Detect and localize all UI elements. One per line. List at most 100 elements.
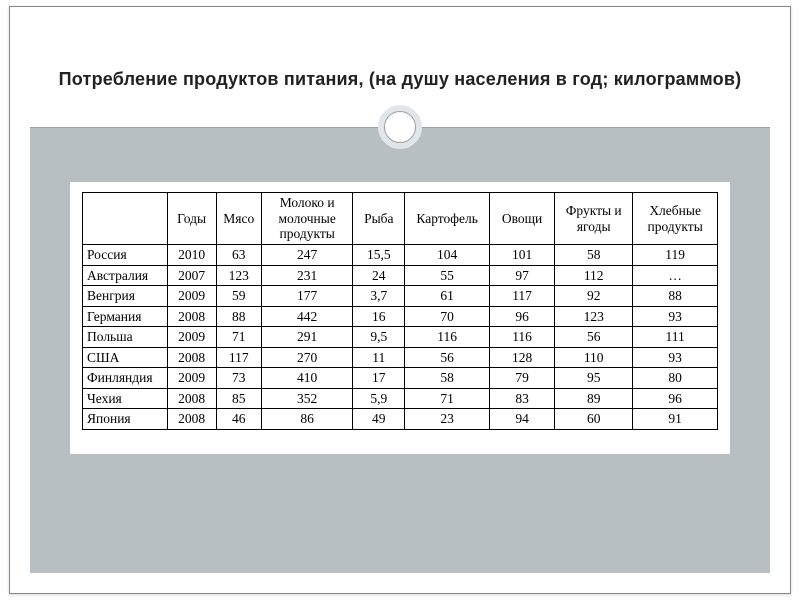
table-cell: Германия bbox=[83, 306, 168, 327]
table-cell: 123 bbox=[555, 306, 633, 327]
table-cell: 80 bbox=[633, 368, 718, 389]
table-cell: 88 bbox=[216, 306, 262, 327]
col-header bbox=[83, 193, 168, 245]
table-cell: 96 bbox=[633, 388, 718, 409]
table-row: Польша2009712919,511611656111 bbox=[83, 327, 718, 348]
table-cell: 119 bbox=[633, 245, 718, 266]
ornament-inner-ring bbox=[384, 111, 416, 143]
table-cell: Польша bbox=[83, 327, 168, 348]
table-row: Финляндия2009734101758799580 bbox=[83, 368, 718, 389]
table-cell: 2009 bbox=[167, 368, 216, 389]
col-header: Хлебные продукты bbox=[633, 193, 718, 245]
table-row: Чехия2008853525,971838996 bbox=[83, 388, 718, 409]
table-cell: 9,5 bbox=[353, 327, 405, 348]
table-cell: 46 bbox=[216, 409, 262, 430]
table-cell: 16 bbox=[353, 306, 405, 327]
table-cell: 116 bbox=[405, 327, 490, 348]
table-cell: 410 bbox=[262, 368, 353, 389]
table-cell: 70 bbox=[405, 306, 490, 327]
col-header: Овощи bbox=[490, 193, 555, 245]
col-header: Рыба bbox=[353, 193, 405, 245]
table-cell: 96 bbox=[490, 306, 555, 327]
table-cell: 61 bbox=[405, 286, 490, 307]
table-cell: 55 bbox=[405, 265, 490, 286]
ornament-icon bbox=[378, 105, 422, 149]
table-cell: 110 bbox=[555, 347, 633, 368]
table-cell: 88 bbox=[633, 286, 718, 307]
table-cell: 86 bbox=[262, 409, 353, 430]
table-cell: 177 bbox=[262, 286, 353, 307]
table-cell: 85 bbox=[216, 388, 262, 409]
table-cell: 11 bbox=[353, 347, 405, 368]
table-cell: 270 bbox=[262, 347, 353, 368]
col-header: Картофель bbox=[405, 193, 490, 245]
table-cell: 93 bbox=[633, 347, 718, 368]
table-cell: 24 bbox=[353, 265, 405, 286]
table-cell: 117 bbox=[216, 347, 262, 368]
slide-title: Потребление продуктов питания, (на душу … bbox=[10, 69, 790, 90]
table-head: Годы Мясо Молоко и молочные продукты Рыб… bbox=[83, 193, 718, 245]
table-cell: 117 bbox=[490, 286, 555, 307]
table-cell: 92 bbox=[555, 286, 633, 307]
table-cell: 112 bbox=[555, 265, 633, 286]
table-cell: Чехия bbox=[83, 388, 168, 409]
table-cell: 231 bbox=[262, 265, 353, 286]
table-row: Россия20106324715,510410158119 bbox=[83, 245, 718, 266]
table-cell: 93 bbox=[633, 306, 718, 327]
table-cell: 2008 bbox=[167, 409, 216, 430]
table-cell: 17 bbox=[353, 368, 405, 389]
content-area: Годы Мясо Молоко и молочные продукты Рыб… bbox=[30, 127, 770, 573]
table-cell: 58 bbox=[555, 245, 633, 266]
table-cell: 71 bbox=[216, 327, 262, 348]
table-cell: 89 bbox=[555, 388, 633, 409]
table-row: Австралия2007123231245597112… bbox=[83, 265, 718, 286]
table-cell: 83 bbox=[490, 388, 555, 409]
table-cell: 56 bbox=[555, 327, 633, 348]
table-cell: 104 bbox=[405, 245, 490, 266]
table-cell: 2009 bbox=[167, 327, 216, 348]
table-row: Япония200846864923946091 bbox=[83, 409, 718, 430]
table-cell: 95 bbox=[555, 368, 633, 389]
table-row: Германия20088844216709612393 bbox=[83, 306, 718, 327]
table-cell: 71 bbox=[405, 388, 490, 409]
table-cell: 116 bbox=[490, 327, 555, 348]
table-cell: 58 bbox=[405, 368, 490, 389]
table-cell: 352 bbox=[262, 388, 353, 409]
table-cell: 79 bbox=[490, 368, 555, 389]
table-cell: 56 bbox=[405, 347, 490, 368]
table-cell: 59 bbox=[216, 286, 262, 307]
table-cell: 97 bbox=[490, 265, 555, 286]
table-cell: 49 bbox=[353, 409, 405, 430]
table-cell: 2008 bbox=[167, 388, 216, 409]
table-cell: 73 bbox=[216, 368, 262, 389]
table-cell: США bbox=[83, 347, 168, 368]
table-cell: 15,5 bbox=[353, 245, 405, 266]
data-table: Годы Мясо Молоко и молочные продукты Рыб… bbox=[82, 192, 718, 430]
table-cell: Финляндия bbox=[83, 368, 168, 389]
col-header: Мясо bbox=[216, 193, 262, 245]
col-header: Молоко и молочные продукты bbox=[262, 193, 353, 245]
table-cell: 60 bbox=[555, 409, 633, 430]
table-row: США2008117270115612811093 bbox=[83, 347, 718, 368]
table-cell: 123 bbox=[216, 265, 262, 286]
table-cell: 2008 bbox=[167, 306, 216, 327]
table-cell: 111 bbox=[633, 327, 718, 348]
table-cell: 63 bbox=[216, 245, 262, 266]
table-cell: 442 bbox=[262, 306, 353, 327]
table-cell: 2010 bbox=[167, 245, 216, 266]
table-cell: 94 bbox=[490, 409, 555, 430]
slide-frame: Потребление продуктов питания, (на душу … bbox=[9, 6, 791, 594]
table-cell: 128 bbox=[490, 347, 555, 368]
table-cell: … bbox=[633, 265, 718, 286]
table-cell: 247 bbox=[262, 245, 353, 266]
header-row: Годы Мясо Молоко и молочные продукты Рыб… bbox=[83, 193, 718, 245]
table-cell: Россия bbox=[83, 245, 168, 266]
table-cell: 91 bbox=[633, 409, 718, 430]
table-cell: 101 bbox=[490, 245, 555, 266]
table-row: Венгрия2009591773,7611179288 bbox=[83, 286, 718, 307]
table-cell: Венгрия bbox=[83, 286, 168, 307]
table-cell: 23 bbox=[405, 409, 490, 430]
table-cell: 2008 bbox=[167, 347, 216, 368]
table-cell: 2009 bbox=[167, 286, 216, 307]
table-panel: Годы Мясо Молоко и молочные продукты Рыб… bbox=[70, 182, 730, 454]
